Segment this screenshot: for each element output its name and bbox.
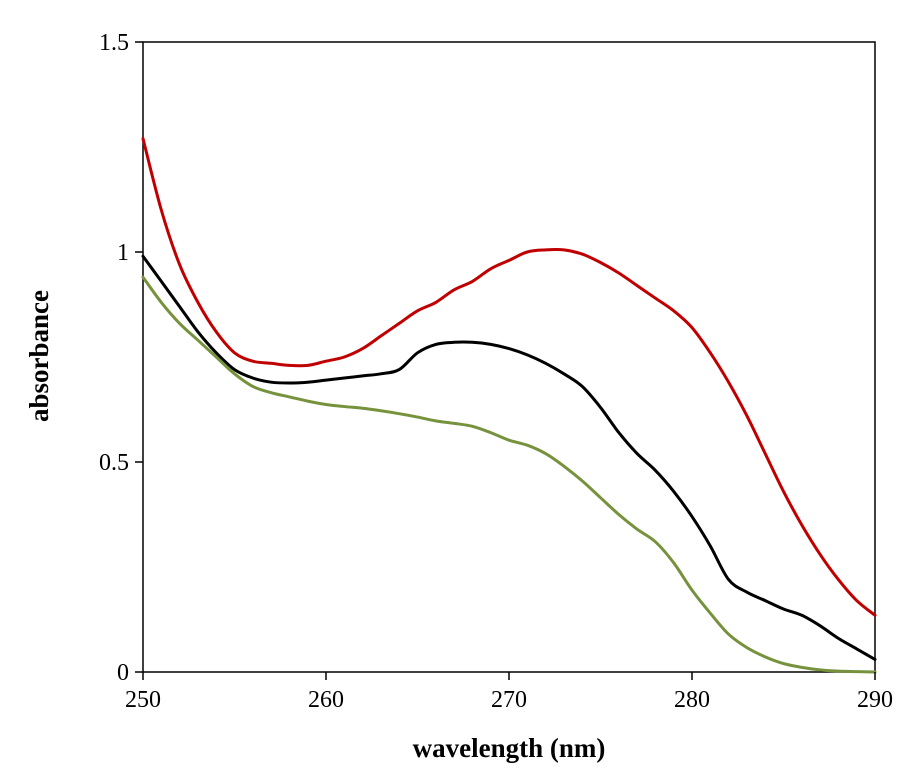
plot-area-border	[142, 41, 876, 673]
series-line-red	[141, 137, 877, 617]
y-tick-label: 0	[117, 660, 129, 686]
x-tick-label: 290	[857, 687, 893, 713]
x-tick-label: 270	[491, 687, 527, 713]
x-axis-title: wavelength (nm)	[413, 733, 606, 763]
series-line-green	[141, 275, 877, 674]
x-tick-label: 280	[674, 687, 710, 713]
x-tick-label: 250	[125, 687, 161, 713]
y-tick-label: 1	[117, 240, 129, 266]
y-tick-label: 1.5	[99, 30, 129, 56]
y-tick-label: 0.5	[99, 450, 129, 476]
y-axis-title: absorbance	[24, 290, 54, 422]
x-tick-label: 260	[308, 687, 344, 713]
series-line-black	[141, 254, 877, 661]
